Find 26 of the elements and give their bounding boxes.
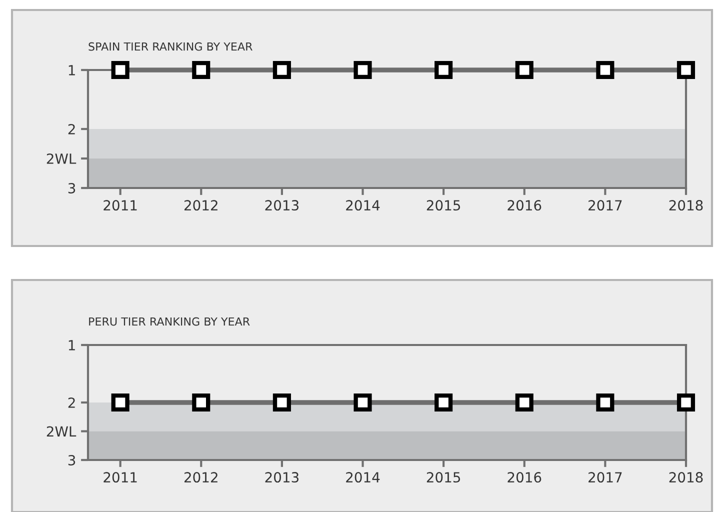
x-tick-label: 2012 <box>184 472 218 483</box>
x-tick-label: 2014 <box>346 472 380 483</box>
x-tick-label: 2016 <box>508 472 542 483</box>
y-tick-label: 2WL <box>46 426 76 437</box>
y-tick-label: 1 <box>68 340 75 350</box>
y-tick-label: 3 <box>68 454 76 466</box>
y-tick-label: 2WL <box>46 153 76 164</box>
x-tick-label: 2012 <box>184 200 218 211</box>
x-tick-label: 2016 <box>508 200 542 211</box>
x-tick-label: 2018 <box>669 472 703 483</box>
x-tick-label: 2018 <box>669 200 703 211</box>
x-tick-label: 2017 <box>588 472 622 483</box>
y-tick-label: 3 <box>68 182 76 194</box>
chart-title: PERU TIER RANKING BY YEAR <box>89 317 250 326</box>
x-tick-label: 2014 <box>346 200 380 211</box>
x-tick-label: 2011 <box>104 472 137 483</box>
x-tick-label: 2013 <box>265 200 299 211</box>
y-tick-label: 1 <box>68 65 75 76</box>
y-tick-label: 2 <box>68 397 75 408</box>
y-tick-label: 2 <box>68 124 75 134</box>
x-tick-label: 2013 <box>265 472 299 483</box>
x-tick-label: 2015 <box>426 472 460 483</box>
x-tick-label: 2017 <box>588 200 622 211</box>
chart-title: SPAIN TIER RANKING BY YEAR <box>88 42 252 51</box>
x-tick-label: 2015 <box>426 200 460 211</box>
x-tick-label: 2011 <box>104 200 137 211</box>
